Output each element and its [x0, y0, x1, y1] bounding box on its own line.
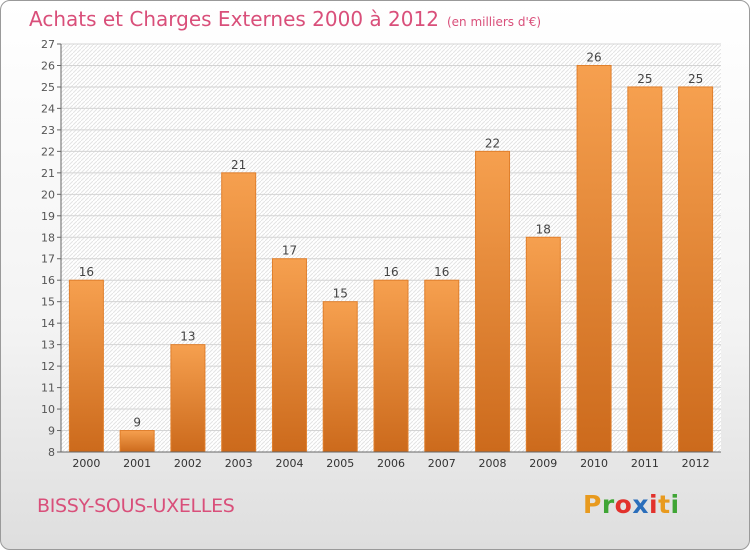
x-tick-label: 2005 — [326, 457, 354, 470]
bar-2011 — [627, 86, 663, 453]
y-tick-label: 24 — [41, 102, 55, 115]
bar-value-label: 18 — [536, 222, 551, 236]
y-tick-label: 11 — [41, 382, 55, 395]
x-tick-label: 2003 — [225, 457, 253, 470]
bar-value-label: 16 — [383, 265, 398, 279]
y-tick-label: 8 — [48, 446, 55, 459]
bar-2002 — [170, 344, 206, 453]
bar-2012 — [678, 86, 714, 453]
x-tick-label: 2007 — [428, 457, 456, 470]
bar-2009 — [525, 236, 561, 453]
x-tick-label: 2010 — [580, 457, 608, 470]
bar-value-label: 25 — [637, 72, 652, 86]
title-unit: (en milliers d'€) — [446, 15, 542, 29]
y-tick-label: 9 — [48, 425, 55, 438]
x-tick-label: 2001 — [123, 457, 151, 470]
bar-value-label: 16 — [434, 265, 449, 279]
bar-2000 — [68, 279, 104, 453]
x-tick-label: 2008 — [479, 457, 507, 470]
bar-value-label: 9 — [133, 416, 141, 430]
title-text: Achats et Charges Externes 2000 à 2012 — [29, 7, 439, 31]
x-tick-label: 2011 — [631, 457, 659, 470]
y-tick-label: 26 — [41, 59, 55, 72]
bar-value-label: 13 — [180, 330, 195, 344]
logo-letter: i — [649, 490, 659, 519]
y-tick-label: 22 — [41, 145, 55, 158]
y-tick-label: 12 — [41, 360, 55, 373]
logo-letter: P — [583, 490, 602, 519]
bar-value-label: 22 — [485, 136, 500, 150]
logo-letter: r — [601, 490, 615, 519]
bar-2004 — [271, 258, 307, 453]
logo-letter: x — [632, 490, 649, 519]
bar-2005 — [322, 301, 358, 453]
y-tick-label: 17 — [41, 253, 55, 266]
y-tick-label: 27 — [41, 38, 55, 51]
y-tick-label: 20 — [41, 188, 55, 201]
x-tick-label: 2006 — [377, 457, 405, 470]
y-tick-label: 25 — [41, 81, 55, 94]
y-tick-label: 13 — [41, 339, 55, 352]
place-name: BISSY-SOUS-UXELLES — [37, 495, 235, 517]
bar-2007 — [424, 279, 460, 453]
y-axis: 8 9 10 11 12 13 14 15 16 17 18 19 20 21 22 23 24 25 26 27 — [41, 38, 62, 459]
chart-title: Achats et Charges Externes 2000 à 2012 (e… — [29, 7, 541, 31]
x-axis: 2000 2001 2002 2003 2004 2005 2006 2007 2008 2009… — [61, 451, 721, 470]
bar-value-label: 15 — [333, 287, 348, 301]
bar-value-label: 26 — [586, 50, 601, 64]
bar-2008 — [475, 150, 511, 453]
proxiti-logo: Proxiti — [583, 490, 680, 519]
bar-2003 — [221, 172, 257, 453]
y-tick-label: 15 — [41, 296, 55, 309]
x-tick-label: 2000 — [72, 457, 100, 470]
x-tick-label: 2004 — [275, 457, 303, 470]
bar-value-label: 21 — [231, 158, 246, 172]
bar-value-label: 16 — [79, 265, 94, 279]
x-tick-label: 2009 — [529, 457, 557, 470]
y-tick-label: 18 — [41, 231, 55, 244]
logo-letter: o — [614, 490, 633, 519]
bar-2006 — [373, 279, 409, 453]
x-tick-label: 2012 — [682, 457, 710, 470]
x-tick-label: 2002 — [174, 457, 202, 470]
logo-letter: i — [670, 490, 680, 519]
y-tick-label: 23 — [41, 124, 55, 137]
y-tick-label: 10 — [41, 403, 55, 416]
bars: 16 9 13 21 17 15 16 16 22 18 26 25 25 — [68, 50, 714, 453]
bar-2001 — [119, 430, 155, 453]
bar-value-label: 25 — [688, 72, 703, 86]
logo-letter: t — [658, 490, 671, 519]
bar-value-label: 17 — [282, 244, 297, 258]
y-tick-label: 19 — [41, 210, 55, 223]
y-tick-label: 16 — [41, 274, 55, 287]
y-tick-label: 21 — [41, 167, 55, 180]
y-tick-label: 14 — [41, 317, 55, 330]
bar-2010 — [576, 64, 612, 453]
